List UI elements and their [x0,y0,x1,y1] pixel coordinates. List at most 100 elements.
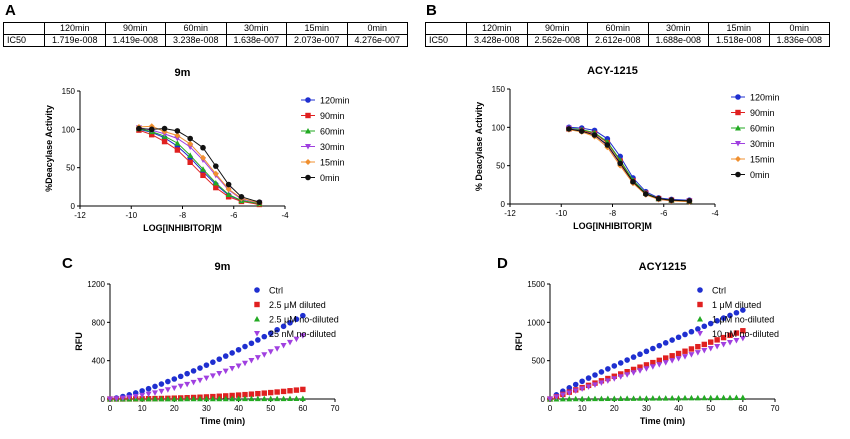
data-point [190,395,197,402]
data-point [280,395,287,402]
x-tick-label: 70 [771,404,780,413]
data-point [210,359,216,365]
data-point [300,386,306,393]
data-point [177,383,184,390]
x-tick-label: 40 [674,404,683,413]
data-point [643,366,650,372]
table-cell: 4.276e-007 [346,34,408,47]
fit-curve [568,127,690,202]
data-point [274,346,281,352]
panel-d-letter: D [497,255,508,272]
ic50-table-b: 120min 90min 60min 30min 15min 0min IC50… [425,22,830,47]
x-tick-label: 40 [234,404,243,413]
data-point [152,395,158,402]
table-header: 90min [104,22,166,35]
data-point [688,352,695,358]
data-point [566,385,573,391]
series-0min [136,125,263,205]
table-row-label: IC50 [3,34,45,47]
data-point [107,396,113,402]
fit-curve [568,128,690,202]
data-point [611,363,618,369]
data-point [559,392,566,398]
data-point [617,374,624,380]
data-point [604,395,611,402]
legend-marker [735,141,741,147]
data-point [274,389,280,395]
y-tick-label: 50 [496,162,505,171]
series-0min [566,126,693,204]
chart-title: ACY-1215 [587,65,638,77]
data-point [630,366,637,373]
data-point [605,366,611,372]
data-point [643,362,650,368]
legend-item: 90min [301,111,345,121]
table-cell: 2.562e-008 [526,34,588,47]
data-point [299,333,306,339]
data-point [714,344,721,350]
data-point [174,132,181,139]
data-point [740,328,746,334]
data-point [267,330,274,337]
table-cell: 1.638e-007 [225,34,287,47]
data-point [225,181,232,188]
x-tick-label: -8 [179,211,187,220]
legend-marker [735,109,741,116]
data-point [190,379,197,386]
legend-item: 0min [731,170,770,180]
data-point [174,147,181,153]
data-point [256,199,263,205]
data-point [222,368,229,375]
data-point [255,390,261,397]
data-point [739,335,746,342]
data-point [293,395,300,402]
fit-curve [568,128,690,202]
x-tick-label: -6 [660,209,668,218]
data-point [682,348,688,354]
data-point [187,140,194,147]
data-point [707,394,714,401]
fit-curve [138,129,260,205]
series-90min [566,126,693,204]
data-point [695,326,701,332]
legend-label: 30min [320,142,345,152]
legend-label: 2.5 μM no-diluted [269,315,339,325]
data-point [630,395,637,401]
data-point [274,395,281,402]
data-point [708,339,714,345]
data-point [184,395,191,402]
data-point [585,375,592,381]
y-tick-label: 100 [62,125,76,134]
y-axis-label: % Deacylase Activity [474,102,484,191]
ic50-table-a: 120min 90min 60min 30min 15min 0min IC50… [3,22,408,47]
data-point [158,388,165,395]
data-point [591,132,598,138]
data-point [203,362,210,368]
data-point [624,369,630,375]
data-point [164,387,171,393]
data-point [630,178,636,185]
data-point [598,380,605,386]
data-point [720,341,727,348]
series-120min [136,126,263,207]
data-point [280,323,287,330]
data-point [682,331,688,338]
legend-marker [254,331,260,337]
data-point [145,385,152,392]
data-point [184,381,191,388]
legend-item: 1 μM diluted [697,300,761,310]
data-point [572,395,579,402]
data-point [171,376,178,382]
data-point [213,184,219,191]
fit-curve [568,127,690,202]
data-point [598,395,605,402]
x-tick-label: -12 [504,209,516,218]
x-tick-label: 50 [706,404,715,413]
legend-item: 25 nM no-diluted [254,329,336,339]
chart-title: 9m [215,261,231,273]
data-point [727,394,733,401]
data-point [662,340,669,346]
legend-item: 30min [301,142,345,152]
table-header: 30min [647,22,709,35]
y-tick-label: 50 [66,164,75,173]
